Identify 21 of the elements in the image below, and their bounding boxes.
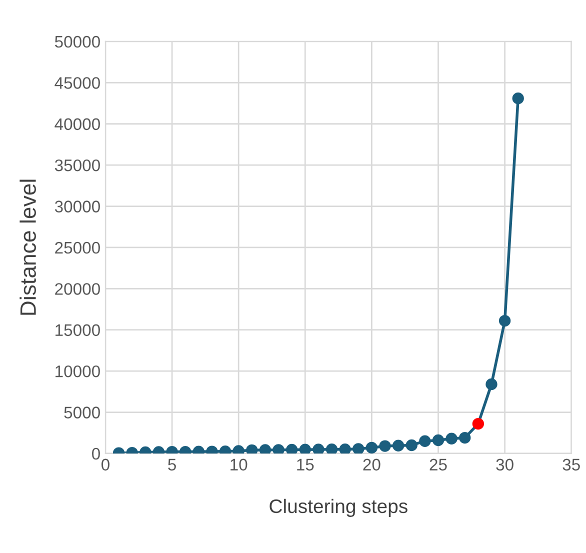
x-axis-title: Clustering steps [270,498,408,517]
y-axis-title: Distance level [20,180,36,315]
y-tick-label: 15000 [56,324,100,336]
y-tick-label: 45000 [54,77,100,89]
y-tick-label: 5000 [64,406,100,418]
y-tick-label: 40000 [54,118,100,130]
x-tick-label: 10 [230,458,248,471]
y-tick-label: 30000 [54,200,100,212]
y-tick-label: 25000 [55,242,100,254]
y-tick-label: 20000 [55,283,100,295]
x-tick-label: 0 [101,458,110,471]
x-tick-label: 20 [363,458,380,471]
x-tick-label: 25 [430,458,447,471]
x-tick-label: 30 [496,458,514,471]
y-tick-label: 10000 [56,365,100,378]
x-tick-label: 35 [562,458,580,471]
x-tick-label: 5 [168,458,176,471]
y-tick-label: 50000 [54,36,100,48]
x-tick-label: 15 [297,458,314,471]
y-tick-label: 35000 [54,159,100,172]
y-tick-label: 0 [92,448,100,460]
